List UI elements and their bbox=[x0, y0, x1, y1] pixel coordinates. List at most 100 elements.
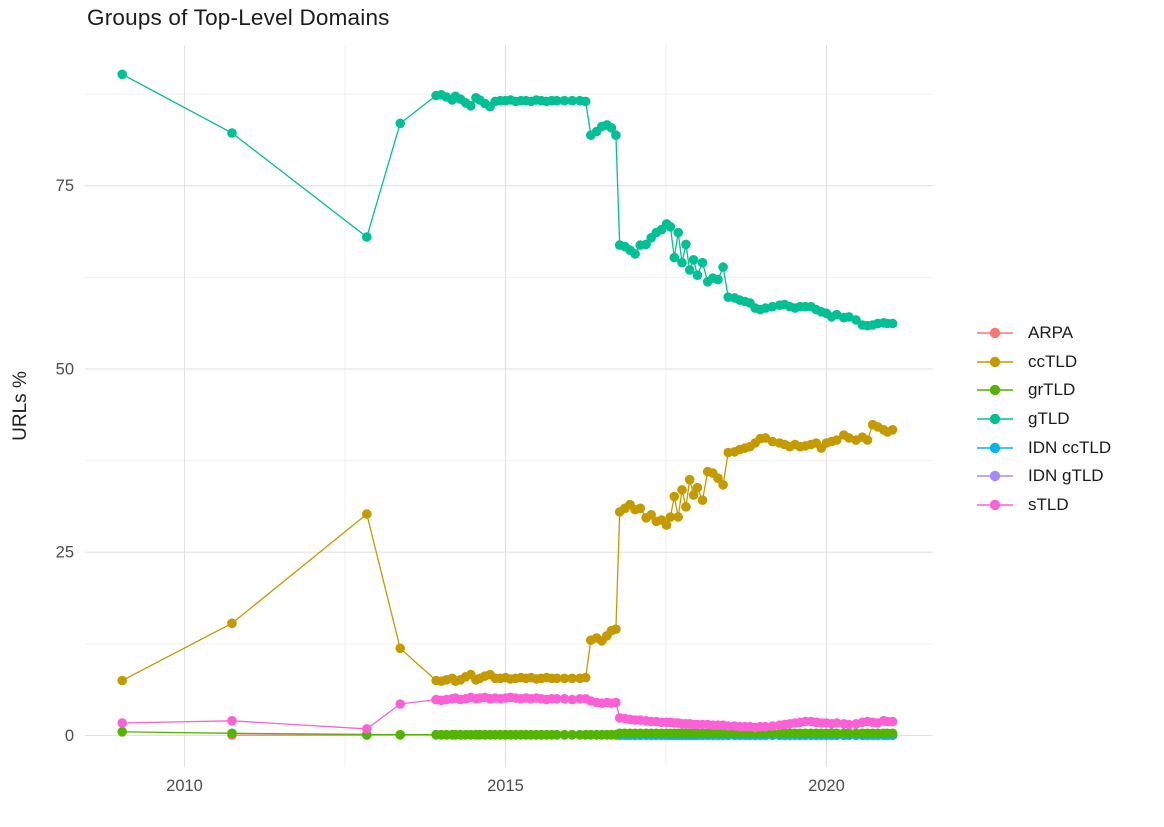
data-point-gtld bbox=[611, 130, 621, 140]
data-point-grtld bbox=[844, 728, 854, 739]
data-point-cctld bbox=[681, 502, 691, 512]
data-point-cctld bbox=[611, 624, 621, 634]
data-point-gtld bbox=[641, 239, 651, 250]
data-point-stld bbox=[559, 694, 570, 704]
legend-key-icon bbox=[977, 413, 1013, 425]
legend-label: ccTLD bbox=[1028, 351, 1078, 371]
legend-label: grTLD bbox=[1028, 380, 1076, 400]
legend-item-idn-cctld: IDN ccTLD bbox=[977, 433, 1111, 462]
data-point-stld bbox=[844, 719, 854, 730]
data-point-cctld bbox=[718, 480, 728, 490]
legend-key-dot bbox=[989, 413, 1001, 425]
data-point-cctld bbox=[677, 485, 687, 495]
legend-item-stld: sTLD bbox=[977, 491, 1111, 520]
data-point-gtld bbox=[677, 257, 687, 268]
data-point-gtld bbox=[697, 257, 708, 268]
legend-item-idn-gtld: IDN gTLD bbox=[977, 462, 1111, 491]
legend-item-gtld: gTLD bbox=[977, 405, 1111, 434]
series-arpa bbox=[227, 730, 372, 740]
data-point-gtld bbox=[227, 128, 237, 138]
data-point-gtld bbox=[681, 239, 691, 250]
data-point-gtld bbox=[887, 318, 898, 329]
data-point-cctld bbox=[688, 490, 699, 500]
legend-key-icon bbox=[977, 385, 1013, 396]
series-gtld bbox=[117, 69, 898, 331]
data-point-grtld bbox=[395, 729, 406, 740]
data-point-gtld bbox=[630, 249, 640, 259]
data-point-gtld bbox=[692, 270, 703, 281]
data-point-cctld bbox=[831, 435, 842, 445]
legend-key-icon bbox=[977, 442, 1013, 453]
legend-key-icon bbox=[977, 328, 1013, 339]
series-line-gtld bbox=[121, 73, 893, 327]
data-point-gtld bbox=[851, 315, 861, 325]
y-tick-label: 75 bbox=[56, 177, 74, 195]
data-point-cctld bbox=[227, 618, 237, 629]
data-point-gtld bbox=[580, 96, 591, 107]
legend-key-dot bbox=[989, 442, 1001, 453]
data-point-grtld bbox=[887, 728, 898, 739]
data-point-cctld bbox=[559, 673, 570, 684]
x-tick-label: 2020 bbox=[808, 777, 845, 795]
y-tick-label: 0 bbox=[65, 727, 74, 745]
data-point-stld bbox=[552, 694, 562, 704]
legend-key-icon bbox=[977, 499, 1013, 511]
data-point-cctld bbox=[673, 512, 683, 522]
legend-label: ARPA bbox=[1028, 323, 1074, 343]
data-point-grtld bbox=[227, 728, 237, 739]
legend-item-cctld: ccTLD bbox=[977, 348, 1111, 377]
data-point-grtld bbox=[559, 729, 570, 740]
data-point-gtld bbox=[684, 265, 695, 275]
data-point-stld bbox=[227, 716, 237, 726]
data-point-gtld bbox=[552, 95, 562, 106]
data-point-gtld bbox=[665, 222, 676, 232]
data-point-gtld bbox=[567, 95, 577, 106]
data-point-cctld bbox=[635, 503, 646, 514]
data-point-cctld bbox=[661, 520, 672, 530]
data-point-cctld bbox=[767, 436, 778, 447]
data-point-gtld bbox=[688, 254, 699, 265]
x-tick-label: 2010 bbox=[166, 777, 203, 795]
data-point-grtld bbox=[117, 727, 127, 737]
data-point-cctld bbox=[646, 510, 656, 520]
data-point-gtld bbox=[713, 274, 723, 285]
data-point-grtld bbox=[760, 728, 771, 739]
data-point-gtld bbox=[669, 252, 680, 263]
data-point-gtld bbox=[466, 101, 476, 111]
legend-key-icon bbox=[977, 356, 1013, 368]
data-point-stld bbox=[760, 721, 771, 732]
x-tick-label: 2015 bbox=[487, 777, 524, 795]
legend-key-dot bbox=[989, 356, 1001, 368]
data-point-stld bbox=[611, 697, 621, 708]
series-stld bbox=[117, 692, 898, 734]
data-point-stld bbox=[117, 718, 127, 728]
y-axis-title: URLs % bbox=[10, 371, 31, 441]
y-tick-label: 50 bbox=[56, 360, 74, 378]
data-point-stld bbox=[767, 721, 778, 731]
data-point-gtld bbox=[718, 262, 728, 272]
data-point-gtld bbox=[673, 227, 683, 238]
legend-key-dot bbox=[989, 328, 1001, 339]
data-point-cctld bbox=[669, 491, 680, 502]
data-point-grtld bbox=[552, 729, 562, 740]
chart-title: Groups of Top-Level Domains bbox=[87, 5, 390, 30]
data-point-stld bbox=[362, 724, 372, 734]
series-line-cctld bbox=[121, 423, 893, 682]
data-point-stld bbox=[831, 718, 842, 728]
legend-label: gTLD bbox=[1028, 409, 1070, 429]
legend-key-dot bbox=[989, 385, 1001, 396]
data-point-cctld bbox=[395, 643, 406, 654]
data-point-cctld bbox=[713, 473, 723, 484]
legend-item-arpa: ARPA bbox=[977, 319, 1111, 348]
data-point-grtld bbox=[567, 729, 577, 740]
data-point-cctld bbox=[117, 675, 127, 686]
legend-label: sTLD bbox=[1028, 494, 1069, 514]
data-point-cctld bbox=[692, 482, 703, 493]
legend-label: IDN ccTLD bbox=[1028, 437, 1112, 457]
data-point-cctld bbox=[567, 673, 577, 684]
data-point-gtld bbox=[117, 69, 127, 80]
data-point-stld bbox=[395, 699, 406, 709]
data-point-grtld bbox=[767, 728, 778, 739]
